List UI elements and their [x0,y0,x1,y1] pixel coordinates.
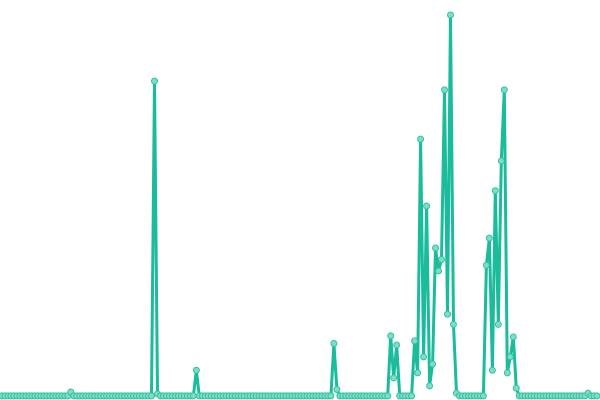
data-point [488,366,496,374]
data-point [327,392,335,400]
data-point [408,392,416,400]
data-point [414,369,422,377]
data-point [393,341,401,349]
data-point [506,353,514,361]
data-point [444,310,452,318]
data-point [423,202,431,210]
data-point [441,86,449,94]
data-point [497,157,505,165]
data-point [446,11,454,19]
data-point [432,244,440,252]
data-point [435,267,443,275]
data-point [426,382,434,390]
data-point [390,374,398,382]
data-point [438,255,446,263]
markers [0,11,600,400]
data-point [479,392,487,400]
data-point [449,320,457,328]
data-point [494,320,502,328]
data-point [429,360,437,368]
data-point [593,392,600,400]
data-point [512,384,520,392]
data-point [387,332,395,340]
data-point [503,369,511,377]
data-point [509,333,517,341]
data-point [420,353,428,361]
data-point [411,337,419,345]
data-point [500,86,508,94]
data-point [485,234,493,242]
data-point [192,366,200,374]
data-point [150,77,158,85]
data-point [189,392,197,400]
data-point [384,392,392,400]
data-point [417,135,425,143]
data-point [330,340,338,348]
data-point [491,187,499,195]
series-line [2,13,597,398]
data-point [147,392,155,400]
data-point [333,385,341,393]
series [2,13,597,398]
data-point [482,261,490,269]
